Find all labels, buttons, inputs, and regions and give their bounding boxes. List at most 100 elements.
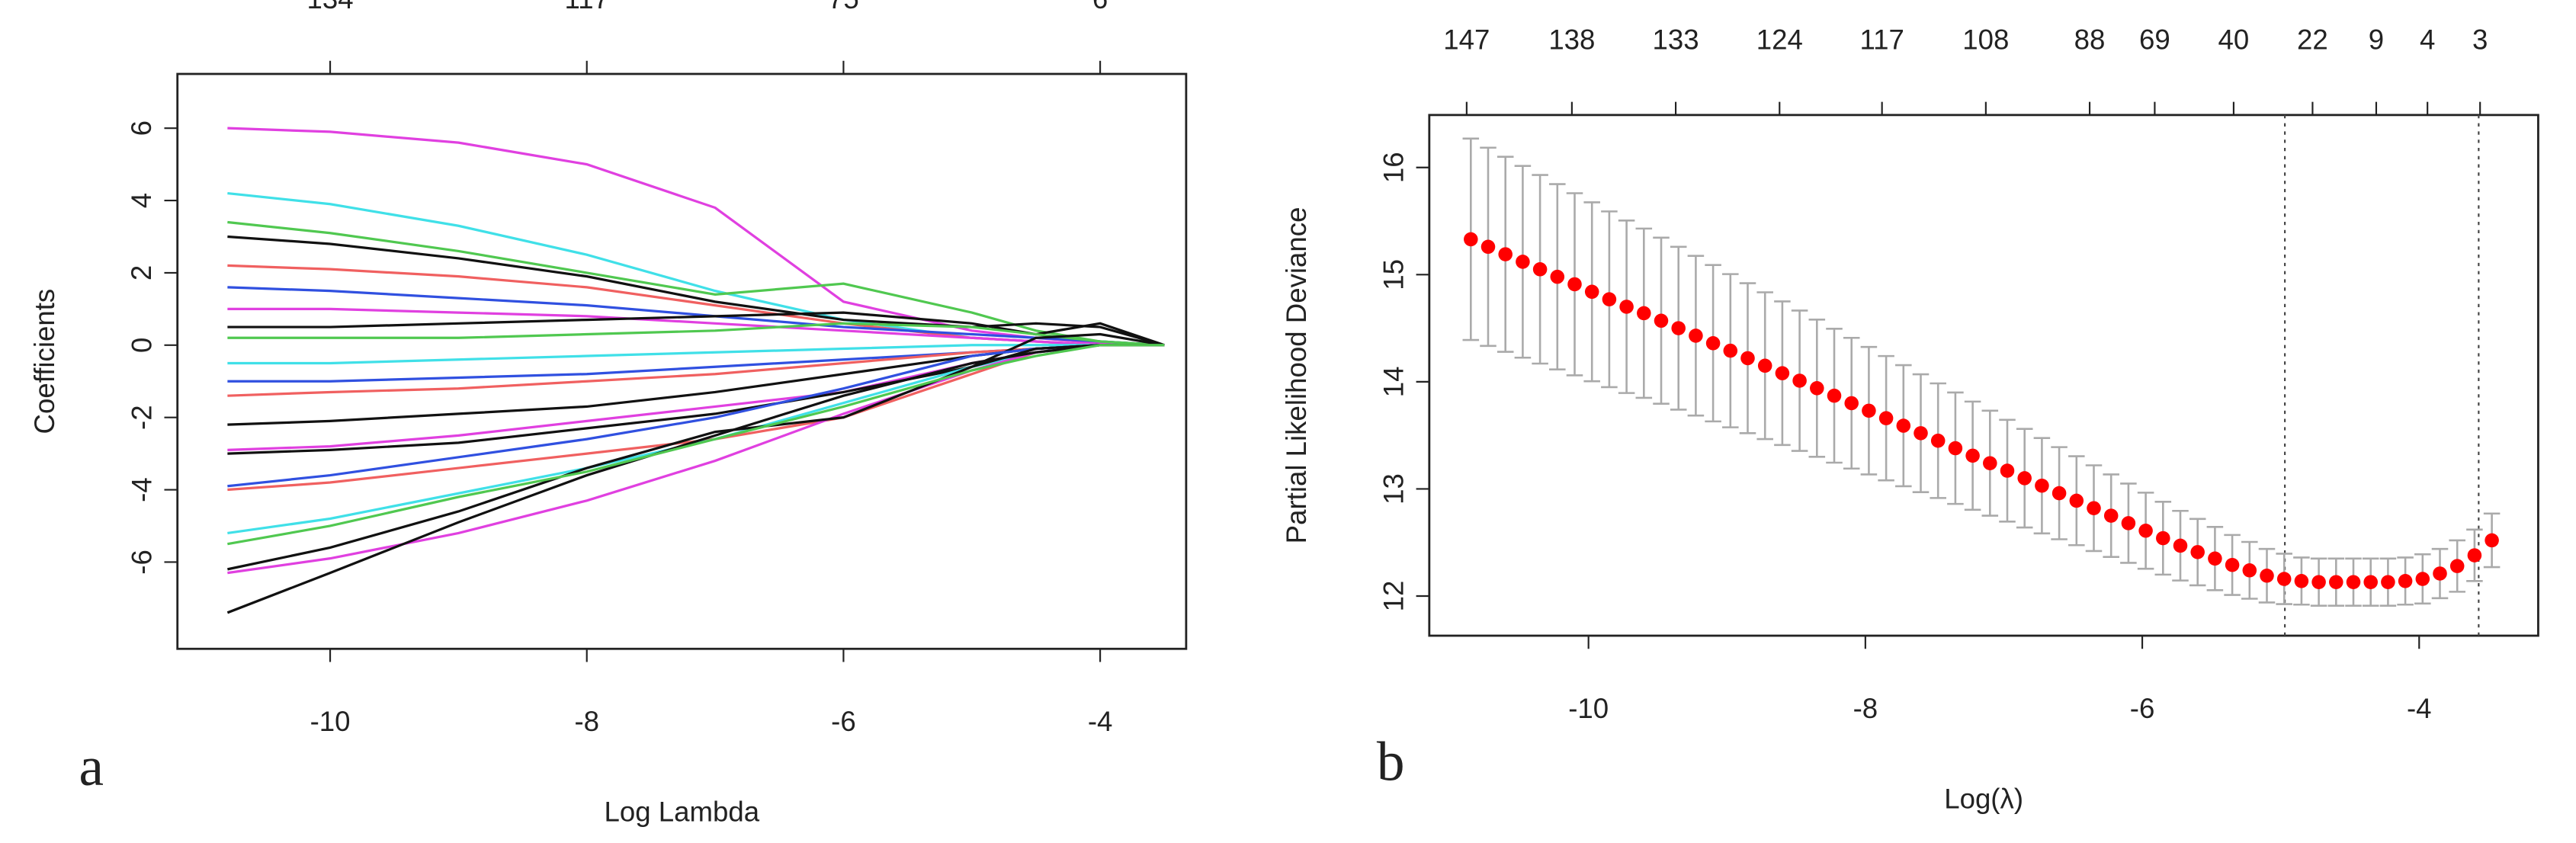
point: [1498, 247, 1513, 261]
point: [2381, 575, 2395, 589]
coefficient-path: [227, 344, 1165, 571]
top-tick-label: 134: [307, 0, 354, 14]
y-tick-label: -4: [126, 477, 157, 502]
x-tick-label: -8: [1853, 693, 1878, 724]
plot-frame: [1428, 114, 2539, 637]
x-tick-label: -10: [310, 706, 351, 737]
point: [1723, 343, 1738, 358]
point: [1792, 373, 1807, 388]
point: [1705, 336, 1721, 351]
point: [2433, 566, 2447, 581]
y-tick-label: 14: [1378, 367, 1409, 398]
point: [2467, 548, 2482, 563]
top-tick-label: 9: [2369, 24, 2384, 56]
point: [2121, 516, 2136, 530]
top-tick-label: 138: [1548, 24, 1595, 56]
point: [1775, 366, 1790, 380]
top-tick-label: 108: [1962, 24, 2009, 56]
point: [2173, 538, 2188, 553]
x-axis-label: Log Lambda: [604, 797, 759, 828]
panel-label: b: [1377, 731, 1405, 793]
point: [2449, 559, 2465, 573]
point: [1827, 388, 1842, 403]
point: [1584, 284, 1599, 300]
point: [2276, 572, 2292, 586]
point: [1757, 358, 1772, 373]
point: [2260, 569, 2274, 583]
point: [1671, 321, 1686, 335]
top-tick-label: 69: [2139, 24, 2170, 56]
point: [2051, 486, 2067, 501]
point: [2069, 493, 2084, 508]
point: [1878, 411, 1894, 425]
point: [2415, 572, 2430, 586]
top-tick-label: 117: [565, 0, 609, 14]
point: [1532, 262, 1548, 277]
point: [2208, 551, 2222, 566]
top-tick-label: 22: [2297, 24, 2328, 56]
point: [2103, 508, 2119, 523]
point: [2329, 575, 2343, 589]
coefficient-path: [227, 235, 1165, 347]
y-axis-label: Partial Likelihood Deviance: [1281, 207, 1312, 544]
plot-frame: [176, 72, 1188, 650]
x-axis-label: Log(λ): [1944, 783, 2023, 814]
point: [2017, 471, 2032, 486]
point: [1637, 306, 1651, 321]
point: [1689, 329, 1703, 343]
x-tick-label: -4: [2407, 693, 2432, 724]
top-tick-label: 75: [828, 0, 859, 14]
point: [1602, 292, 1617, 306]
point: [1480, 239, 1496, 255]
point: [1983, 456, 1997, 470]
top-tick-label: 6: [1092, 0, 1108, 14]
x-tick-label: -8: [574, 706, 599, 737]
y-tick-label: 15: [1378, 259, 1409, 290]
y-tick-label: 16: [1378, 152, 1409, 183]
top-tick-label: 124: [1756, 24, 1803, 56]
coefficient-path: [227, 311, 1165, 347]
point: [1930, 433, 1946, 448]
top-tick-label: 4: [2420, 24, 2435, 56]
point: [2346, 575, 2361, 589]
point: [2242, 563, 2257, 578]
point: [1619, 300, 1634, 314]
point: [2311, 575, 2326, 589]
x-tick-label: -6: [831, 706, 856, 737]
point: [2225, 557, 2240, 572]
point: [2190, 545, 2205, 559]
point: [1516, 255, 1530, 269]
coefficient-path: [227, 127, 1165, 347]
point: [2363, 575, 2378, 589]
x-tick-label: -10: [1568, 693, 1609, 724]
coefficient-path: [227, 322, 1165, 347]
point: [2138, 523, 2153, 538]
y-tick-label: 4: [126, 193, 157, 208]
coefficient-path: [227, 344, 1165, 365]
point: [1844, 396, 1859, 411]
point: [2000, 463, 2015, 478]
y-tick-label: -2: [126, 405, 157, 430]
panel: -10 -8 -6 -4 -6 -4 -2 0 2 4 6 134 117 75 6 Log Lambda Co…: [29, 0, 1188, 828]
y-tick-label: 13: [1378, 473, 1409, 505]
point: [1464, 232, 1478, 247]
point: [1740, 351, 1755, 366]
point: [1810, 381, 1824, 396]
top-tick-label: 147: [1443, 24, 1490, 56]
y-axis-label: Coefficients: [29, 289, 60, 434]
coefficient-path: [226, 344, 1165, 614]
point: [1567, 277, 1582, 292]
point: [1948, 441, 1963, 456]
x-tick-label: -4: [1088, 706, 1113, 737]
point: [2398, 574, 2413, 588]
coefficient-path: [227, 286, 1165, 347]
y-tick-label: 6: [126, 120, 157, 136]
y-tick-label: 2: [126, 265, 157, 280]
point: [2156, 530, 2170, 546]
point: [2087, 501, 2101, 516]
point: [2294, 574, 2309, 588]
point: [1862, 403, 1876, 418]
point: [1896, 418, 1911, 433]
y-tick-label: -6: [126, 550, 157, 575]
